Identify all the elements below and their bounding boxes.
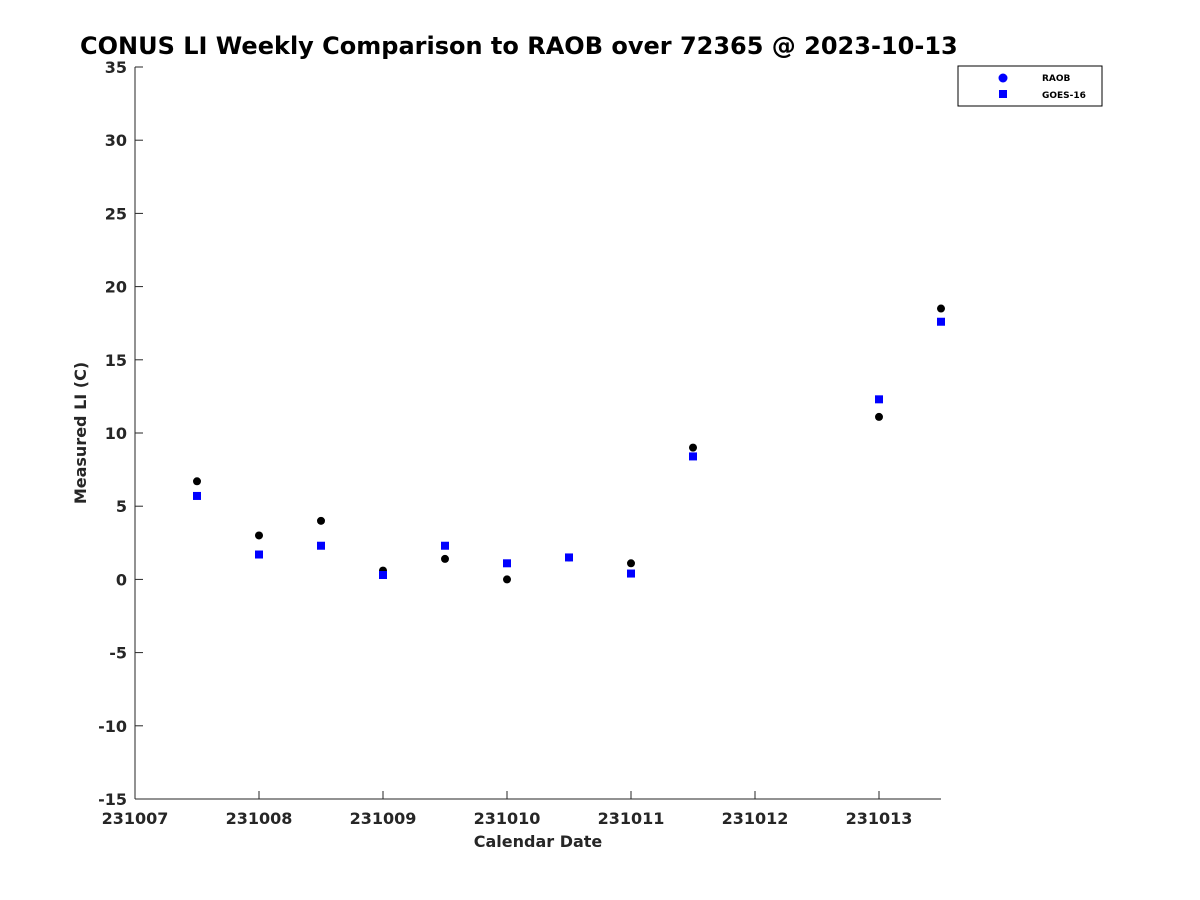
y-tick-label: -5 [109,644,127,663]
y-tick-label: -10 [98,717,127,736]
axes [134,67,941,800]
y-axis-label: Measured LI (C) [71,362,90,504]
x-tick-label: 231007 [102,809,169,828]
raob-point [255,531,263,540]
goes-16-point [627,569,635,578]
y-tick-label: 5 [116,497,127,516]
y-tick-label: 20 [105,278,127,297]
x-axis-ticks: 231007 231008 231009 231010 231011 231012 2310… [102,791,913,828]
x-tick-label: 231011 [598,809,665,828]
goes-16-point [875,395,883,404]
goes-16-point [689,452,697,461]
chart-title: CONUS LI Weekly Comparison to RAOB over … [80,32,958,60]
goes-16-point [193,491,201,500]
y-tick-label: 0 [116,570,127,589]
x-axis-label: Calendar Date [474,832,603,851]
raob-point [627,559,635,568]
raob-point [441,554,449,563]
legend-raob-marker [998,73,1008,83]
raob-point [193,477,201,486]
x-tick-label: 231010 [474,809,541,828]
goes-16-point [565,553,573,562]
y-tick-label: 25 [105,204,127,223]
goes-16-point [379,571,387,580]
x-tick-label: 231013 [846,809,913,828]
data-points [193,304,945,584]
x-tick-label: 231008 [226,809,293,828]
y-axis-ticks: -15 -10 -5 0 5 10 15 20 25 30 35 [98,58,143,809]
goes-16-point [317,541,325,550]
goes-16-point [937,317,945,326]
y-tick-label: 15 [105,351,127,370]
y-tick-label: 35 [105,58,127,77]
legend: RAOB GOES-16 [957,65,1103,107]
raob-point [503,575,511,584]
y-tick-label: 10 [105,424,127,443]
raob-point [689,443,697,452]
goes-16-point [255,550,263,559]
x-tick-label: 231012 [722,809,789,828]
legend-box [957,65,1103,107]
legend-goes-label: GOES-16 [1042,91,1086,101]
raob-point [875,412,883,421]
goes-16-point [441,541,449,550]
raob-point [317,516,325,525]
raob-point [937,304,945,313]
y-tick-label: 30 [105,131,127,150]
x-tick-label: 231009 [350,809,417,828]
legend-goes-marker [999,90,1007,98]
legend-raob-label: RAOB [1042,74,1071,84]
y-tick-label: -15 [98,790,127,809]
goes-16-point [503,559,511,568]
